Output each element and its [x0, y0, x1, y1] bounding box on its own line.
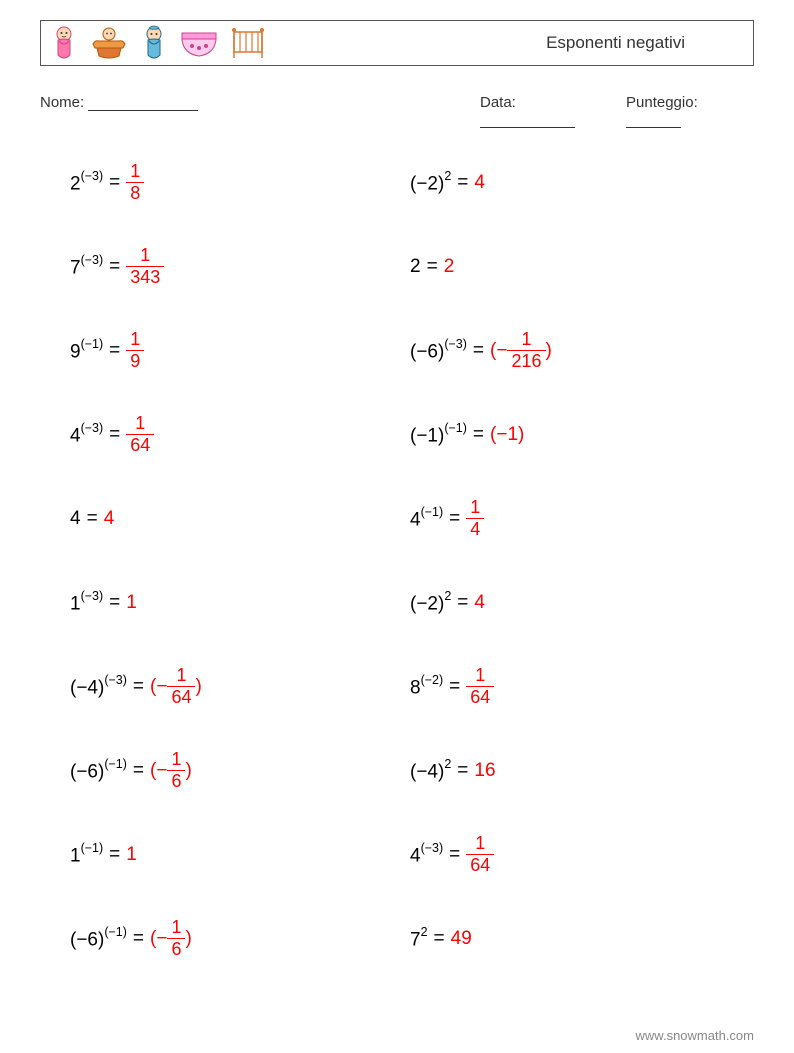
equation: 1(−1)=1	[70, 830, 410, 880]
equation: 8(−2)=164	[410, 662, 750, 712]
equation: (−1)(−1)=(−1)	[410, 410, 750, 460]
worksheet-title: Esponenti negativi	[546, 33, 745, 53]
equation: 9(−1)=19	[70, 326, 410, 376]
crib-icon	[229, 26, 267, 60]
equation: (−6)(−1)=(−16)	[70, 746, 410, 796]
equation: 1(−3)=1	[70, 578, 410, 628]
equation: 2(−3)=18	[70, 158, 410, 208]
equation: 4(−1)=14	[410, 494, 750, 544]
equation: 2=2	[410, 242, 750, 292]
equation: 4(−3)=164	[410, 830, 750, 880]
equation: (−4)(−3)=(−164)	[70, 662, 410, 712]
score-blank[interactable]	[626, 112, 681, 129]
date-blank[interactable]	[480, 112, 575, 129]
equation: (−2)2=4	[410, 158, 750, 208]
score-label: Punteggio:	[626, 94, 698, 111]
equation: (−6)(−3)=(−1216)	[410, 326, 750, 376]
equation: 4(−3)=164	[70, 410, 410, 460]
equation: 4=4	[70, 494, 410, 544]
info-row: Nome: Data: Punteggio:	[40, 94, 754, 128]
baby-swaddle-icon	[49, 25, 79, 61]
baby-swaddle-blue-icon	[139, 25, 169, 61]
name-label: Nome:	[40, 94, 84, 111]
worksheet-header: Esponenti negativi	[40, 20, 754, 66]
watermark: www.snowmath.com	[636, 1028, 754, 1043]
left-column: 2(−3)=18 7(−3)=1343 9(−1)=19 4(−3)=164 4=4 1(…	[70, 158, 410, 964]
problems-grid: 2(−3)=18 7(−3)=1343 9(−1)=19 4(−3)=164 4=4 1(…	[40, 158, 754, 964]
diaper-icon	[179, 28, 219, 58]
equation: 7(−3)=1343	[70, 242, 410, 292]
equation: (−4)2=16	[410, 746, 750, 796]
equation: (−2)2=4	[410, 578, 750, 628]
date-label: Data:	[480, 94, 516, 111]
baby-pot-icon	[89, 26, 129, 60]
right-column: (−2)2=4 2=2 (−6)(−3)=(−1216) (−1)(−1)=(−1) 4…	[410, 158, 750, 964]
equation: (−6)(−1)=(−16)	[70, 914, 410, 964]
name-blank[interactable]	[88, 95, 198, 112]
header-icons	[49, 25, 267, 61]
equation: 72=49	[410, 914, 750, 964]
